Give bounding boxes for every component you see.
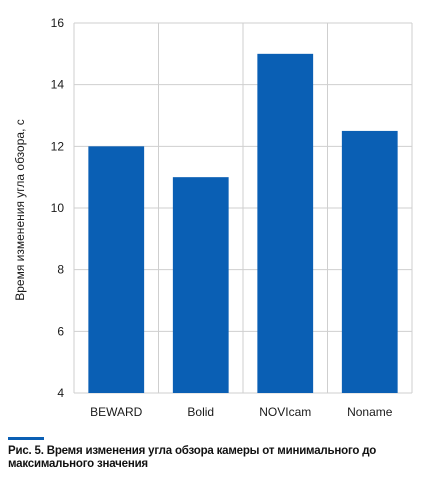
y-axis-title: Время изменения угла обзора, с (13, 119, 27, 301)
x-tick-label: BEWARD (90, 405, 143, 419)
bars (88, 53, 398, 393)
bar-chart: 4 6 8 10 12 14 16 BEWARD Bolid NOVIcam Noname Вре… (13, 16, 413, 419)
bar-bolid (172, 177, 229, 393)
x-tick-labels: BEWARD Bolid NOVIcam Noname (90, 405, 393, 419)
bar-beward (88, 146, 145, 393)
figure-caption: Рис. 5. Время изменения угла обзора каме… (8, 445, 377, 470)
x-tick-label: NOVIcam (259, 405, 311, 419)
x-tick-label: Bolid (187, 405, 214, 419)
y-tick-label: 16 (51, 16, 65, 30)
bar-novicam (257, 53, 314, 393)
y-tick-label: 14 (51, 78, 65, 92)
y-tick-labels: 4 6 8 10 12 14 16 (51, 16, 65, 400)
y-tick-label: 10 (51, 201, 65, 215)
caption-accent-rule (8, 437, 44, 440)
x-tick-label: Noname (347, 405, 393, 419)
bar-noname (341, 130, 398, 393)
y-tick-label: 4 (57, 386, 64, 400)
y-tick-label: 6 (57, 324, 64, 338)
y-tick-label: 12 (51, 139, 65, 153)
y-tick-label: 8 (57, 263, 64, 277)
